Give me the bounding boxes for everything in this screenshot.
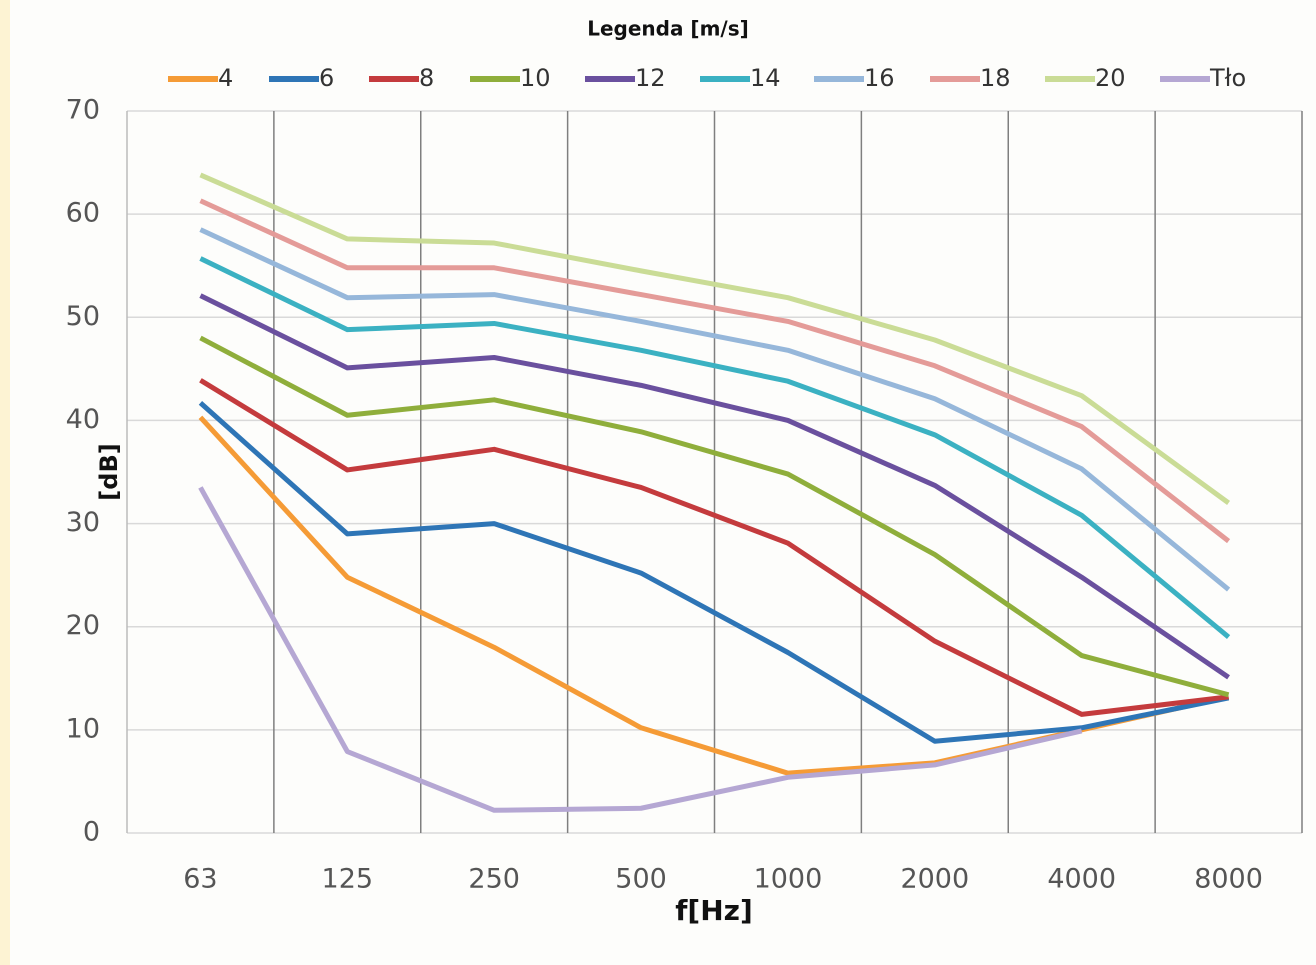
x-tick-label: 63 bbox=[183, 864, 217, 895]
chart-background bbox=[10, 0, 1316, 965]
x-tick-label: 4000 bbox=[1047, 864, 1116, 895]
x-axis-label: f[Hz] bbox=[675, 894, 753, 927]
series-line bbox=[199, 256, 1231, 639]
series-line bbox=[199, 378, 1229, 717]
series-line bbox=[198, 486, 1083, 813]
legend-label: Tło bbox=[1209, 64, 1246, 92]
series-line bbox=[199, 172, 1231, 505]
y-tick-label: 60 bbox=[66, 198, 100, 229]
x-tick-label: 125 bbox=[322, 864, 374, 895]
legend-label: 10 bbox=[520, 64, 551, 92]
y-tick-label: 50 bbox=[66, 301, 100, 332]
legend-label: 12 bbox=[635, 64, 666, 92]
y-tick-label: 40 bbox=[66, 404, 100, 435]
x-tick-label: 250 bbox=[468, 864, 520, 895]
y-tick-label: 10 bbox=[66, 713, 100, 744]
legend-label: 4 bbox=[218, 64, 233, 92]
y-tick-label: 0 bbox=[83, 817, 100, 848]
legend-label: 14 bbox=[750, 64, 781, 92]
legend-label: 18 bbox=[980, 64, 1011, 92]
y-tick-label: 70 bbox=[66, 95, 100, 126]
legend-label: 16 bbox=[864, 64, 895, 92]
series-line bbox=[198, 401, 1230, 744]
x-tick-label: 8000 bbox=[1194, 864, 1263, 895]
x-tick-label: 2000 bbox=[900, 864, 969, 895]
series-line bbox=[199, 198, 1231, 544]
y-axis-label: [dB] bbox=[95, 443, 123, 500]
series-line bbox=[199, 227, 1231, 592]
y-tick-label: 30 bbox=[66, 507, 100, 538]
chart-title: Legenda [m/s] bbox=[587, 17, 749, 41]
legend-label: 20 bbox=[1095, 64, 1126, 92]
legend-label: 8 bbox=[419, 64, 434, 92]
series-line bbox=[199, 293, 1230, 680]
x-tick-label: 1000 bbox=[754, 864, 823, 895]
series-line bbox=[199, 335, 1230, 698]
y-tick-label: 20 bbox=[66, 610, 100, 641]
legend-label: 6 bbox=[319, 64, 334, 92]
x-tick-label: 500 bbox=[615, 864, 667, 895]
